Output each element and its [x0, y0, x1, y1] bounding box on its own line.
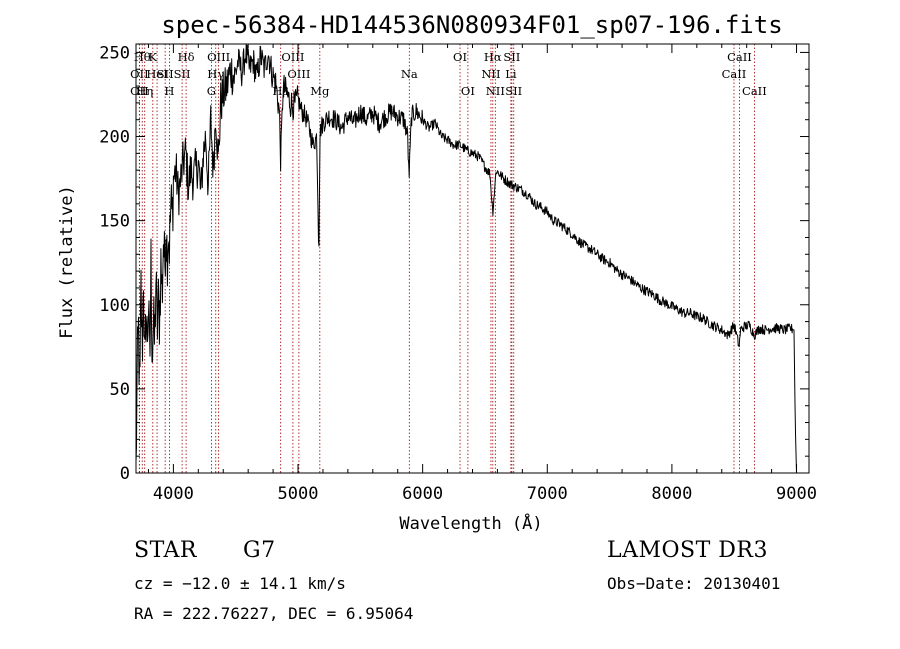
line-label-2: OII — [130, 84, 149, 98]
line-label-1: OII — [130, 67, 149, 81]
line-label-26: CaII — [727, 50, 752, 64]
line-label-5: HeI — [146, 67, 167, 81]
subclass-label: G7 — [243, 538, 276, 563]
survey-label: LAMOST DR3 — [607, 538, 768, 563]
line-label-20: Hα — [484, 50, 502, 64]
line-label-24: Li — [505, 67, 517, 81]
line-label-12: OIII — [207, 50, 230, 64]
line-label-3: Hη — [136, 84, 153, 98]
line-label-21: NII — [481, 67, 500, 81]
line-label-19: OI — [461, 84, 475, 98]
plot-frame — [135, 43, 810, 474]
line-label-18: OI — [453, 50, 467, 64]
line-label-0: Hθ — [134, 50, 151, 64]
spectrum-series-line — [135, 43, 797, 474]
spectral-line-markers — [138, 44, 755, 473]
line-label-17: Na — [401, 67, 418, 81]
x-tick-label-2: 6000 — [402, 484, 443, 504]
line-label-4: K — [149, 50, 158, 64]
x-tick-label-3: 7000 — [527, 484, 568, 504]
line-label-22: NII — [486, 84, 505, 98]
y-axis-ticks: 0 50 100 150 200 250 — [99, 43, 809, 484]
line-label-11: G — [207, 84, 216, 98]
line-label-8: Hδ — [178, 50, 195, 64]
y-tick-label-2: 100 — [99, 296, 130, 316]
x-axis-label: Wavelength (Å) — [399, 512, 542, 534]
obs-date-label: Obs−Date: 20130401 — [607, 574, 781, 593]
x-tick-label-1: 5000 — [278, 484, 319, 504]
y-tick-label-5: 250 — [99, 43, 130, 63]
line-label-23: SII — [503, 50, 520, 64]
line-label-27: CaII — [722, 67, 747, 81]
x-tick-label-5: 9000 — [776, 484, 817, 504]
y-tick-label-0: 0 — [120, 464, 130, 484]
line-label-14: OIII — [281, 50, 304, 64]
line-label-10: Hγ — [207, 67, 224, 81]
classification-label: STAR — [134, 538, 197, 563]
y-axis-label: Flux (relative) — [57, 185, 77, 339]
x-tick-label-0: 4000 — [153, 484, 194, 504]
y-tick-label-4: 200 — [99, 128, 130, 148]
line-label-9: SII — [174, 67, 191, 81]
coordinates-label: RA = 222.76227, DEC = 6.95064 — [134, 604, 414, 623]
line-label-15: OIII — [287, 67, 310, 81]
line-label-16: Mg — [310, 84, 330, 98]
y-tick-label-3: 150 — [99, 212, 130, 232]
line-label-7: H — [164, 84, 174, 98]
redshift-label: cz = −12.0 ± 14.1 km/s — [134, 574, 346, 593]
line-label-25: SII — [505, 84, 522, 98]
chart-title: spec-56384-HD144536N080934F01_sp07-196.f… — [161, 11, 782, 39]
x-tick-label-4: 8000 — [651, 484, 692, 504]
line-label-6: SII — [157, 67, 174, 81]
x-axis-ticks: 4000 5000 6000 7000 8000 9000 — [147, 44, 817, 504]
line-label-28: CaII — [742, 84, 767, 98]
y-tick-label-1: 50 — [110, 380, 130, 400]
